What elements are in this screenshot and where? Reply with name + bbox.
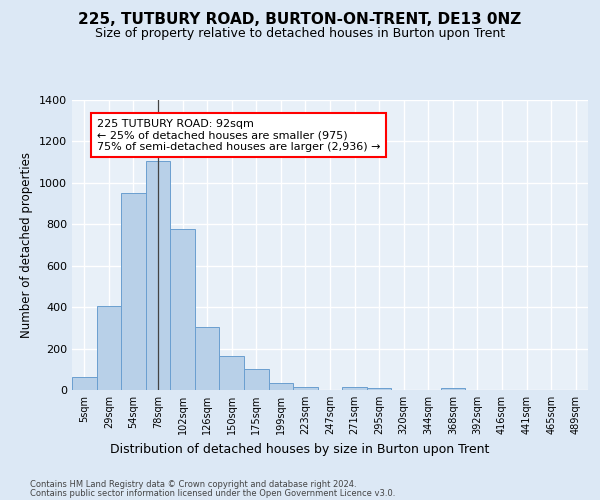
Bar	[440, 388, 465, 390]
Bar	[72, 376, 97, 390]
Bar	[367, 388, 391, 390]
Bar	[269, 383, 293, 390]
Y-axis label: Number of detached properties: Number of detached properties	[20, 152, 34, 338]
Bar	[293, 387, 318, 390]
Bar	[342, 387, 367, 390]
Text: Size of property relative to detached houses in Burton upon Trent: Size of property relative to detached ho…	[95, 28, 505, 40]
Bar	[146, 161, 170, 390]
Bar	[97, 306, 121, 390]
Bar	[244, 370, 269, 390]
Text: Contains HM Land Registry data © Crown copyright and database right 2024.: Contains HM Land Registry data © Crown c…	[30, 480, 356, 489]
Text: 225, TUTBURY ROAD, BURTON-ON-TRENT, DE13 0NZ: 225, TUTBURY ROAD, BURTON-ON-TRENT, DE13…	[79, 12, 521, 28]
Bar	[170, 230, 195, 390]
Bar	[121, 193, 146, 390]
Bar	[195, 327, 220, 390]
Text: Contains public sector information licensed under the Open Government Licence v3: Contains public sector information licen…	[30, 489, 395, 498]
Text: 225 TUTBURY ROAD: 92sqm
← 25% of detached houses are smaller (975)
75% of semi-d: 225 TUTBURY ROAD: 92sqm ← 25% of detache…	[97, 118, 380, 152]
Bar	[220, 356, 244, 390]
Text: Distribution of detached houses by size in Burton upon Trent: Distribution of detached houses by size …	[110, 442, 490, 456]
